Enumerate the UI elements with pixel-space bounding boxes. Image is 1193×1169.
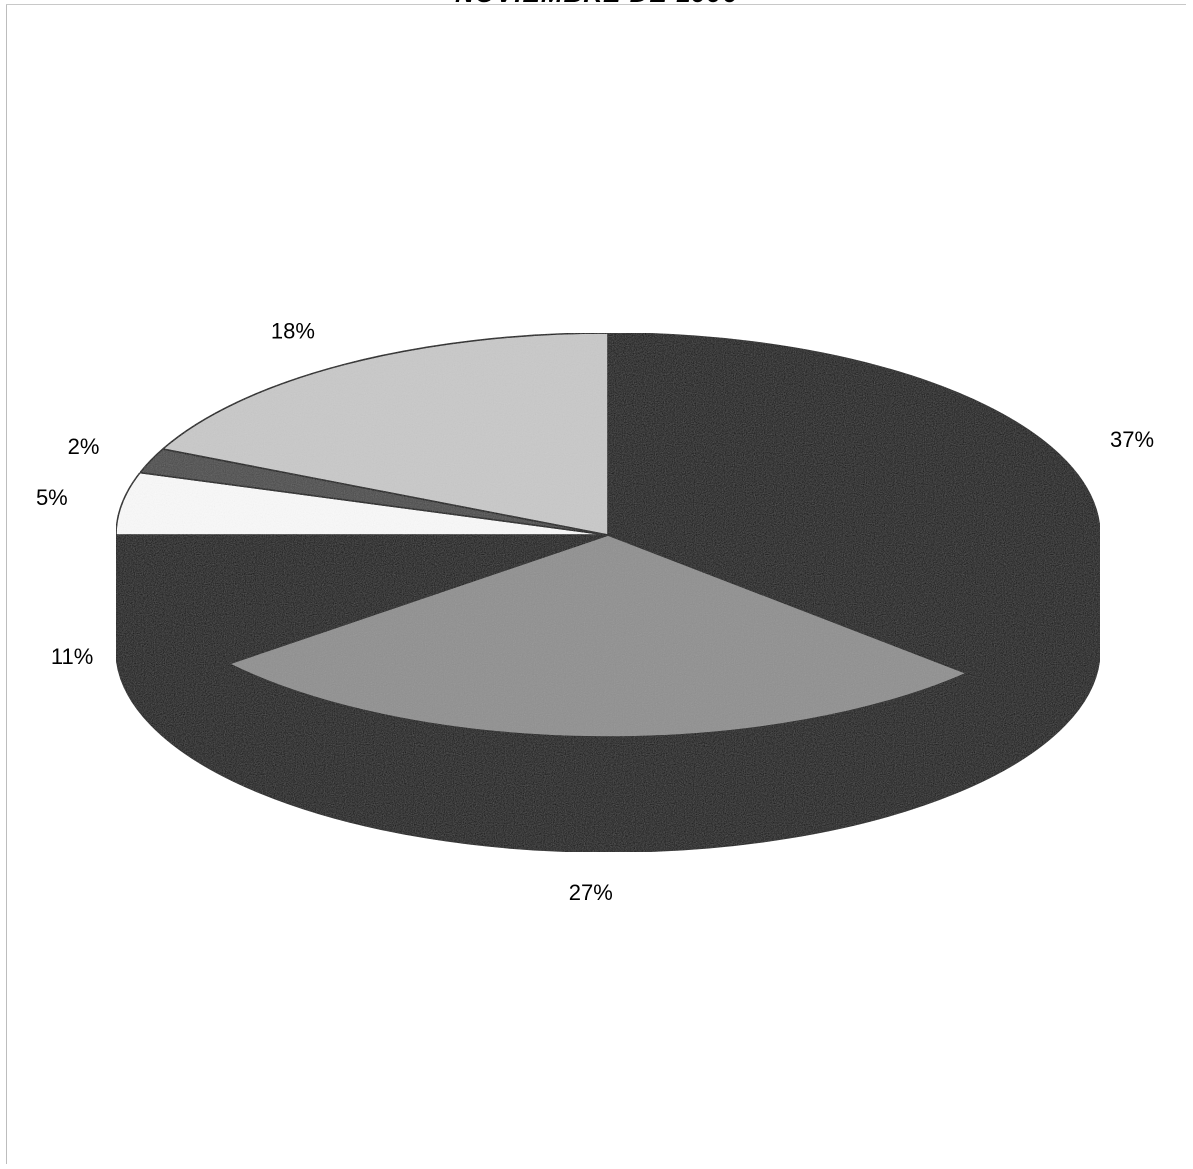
frame-border-left <box>6 4 7 1164</box>
slice-label-5: 2% <box>68 434 100 459</box>
frame-border-top <box>6 4 1186 5</box>
slice-label-2: 27% <box>569 880 613 905</box>
slice-label-4: 5% <box>36 485 68 510</box>
pie-top-slices <box>115 332 1101 738</box>
chart-title: NOVIEMBRE DE 1996 <box>0 0 1193 9</box>
slice-label-6: 18% <box>271 319 315 344</box>
pie-slice-6 <box>161 332 609 536</box>
pie-slice-3 <box>115 534 609 665</box>
slice-label-3: 11% <box>51 644 93 669</box>
pie-slice-4 <box>115 471 609 536</box>
pie-slice-2 <box>226 534 969 738</box>
slice-label-1: 37% <box>1110 427 1154 452</box>
pie-slice-labels: 37% 27% 11% 5% 2% 18% <box>36 319 1154 905</box>
pie-slice-1 <box>607 332 1101 675</box>
